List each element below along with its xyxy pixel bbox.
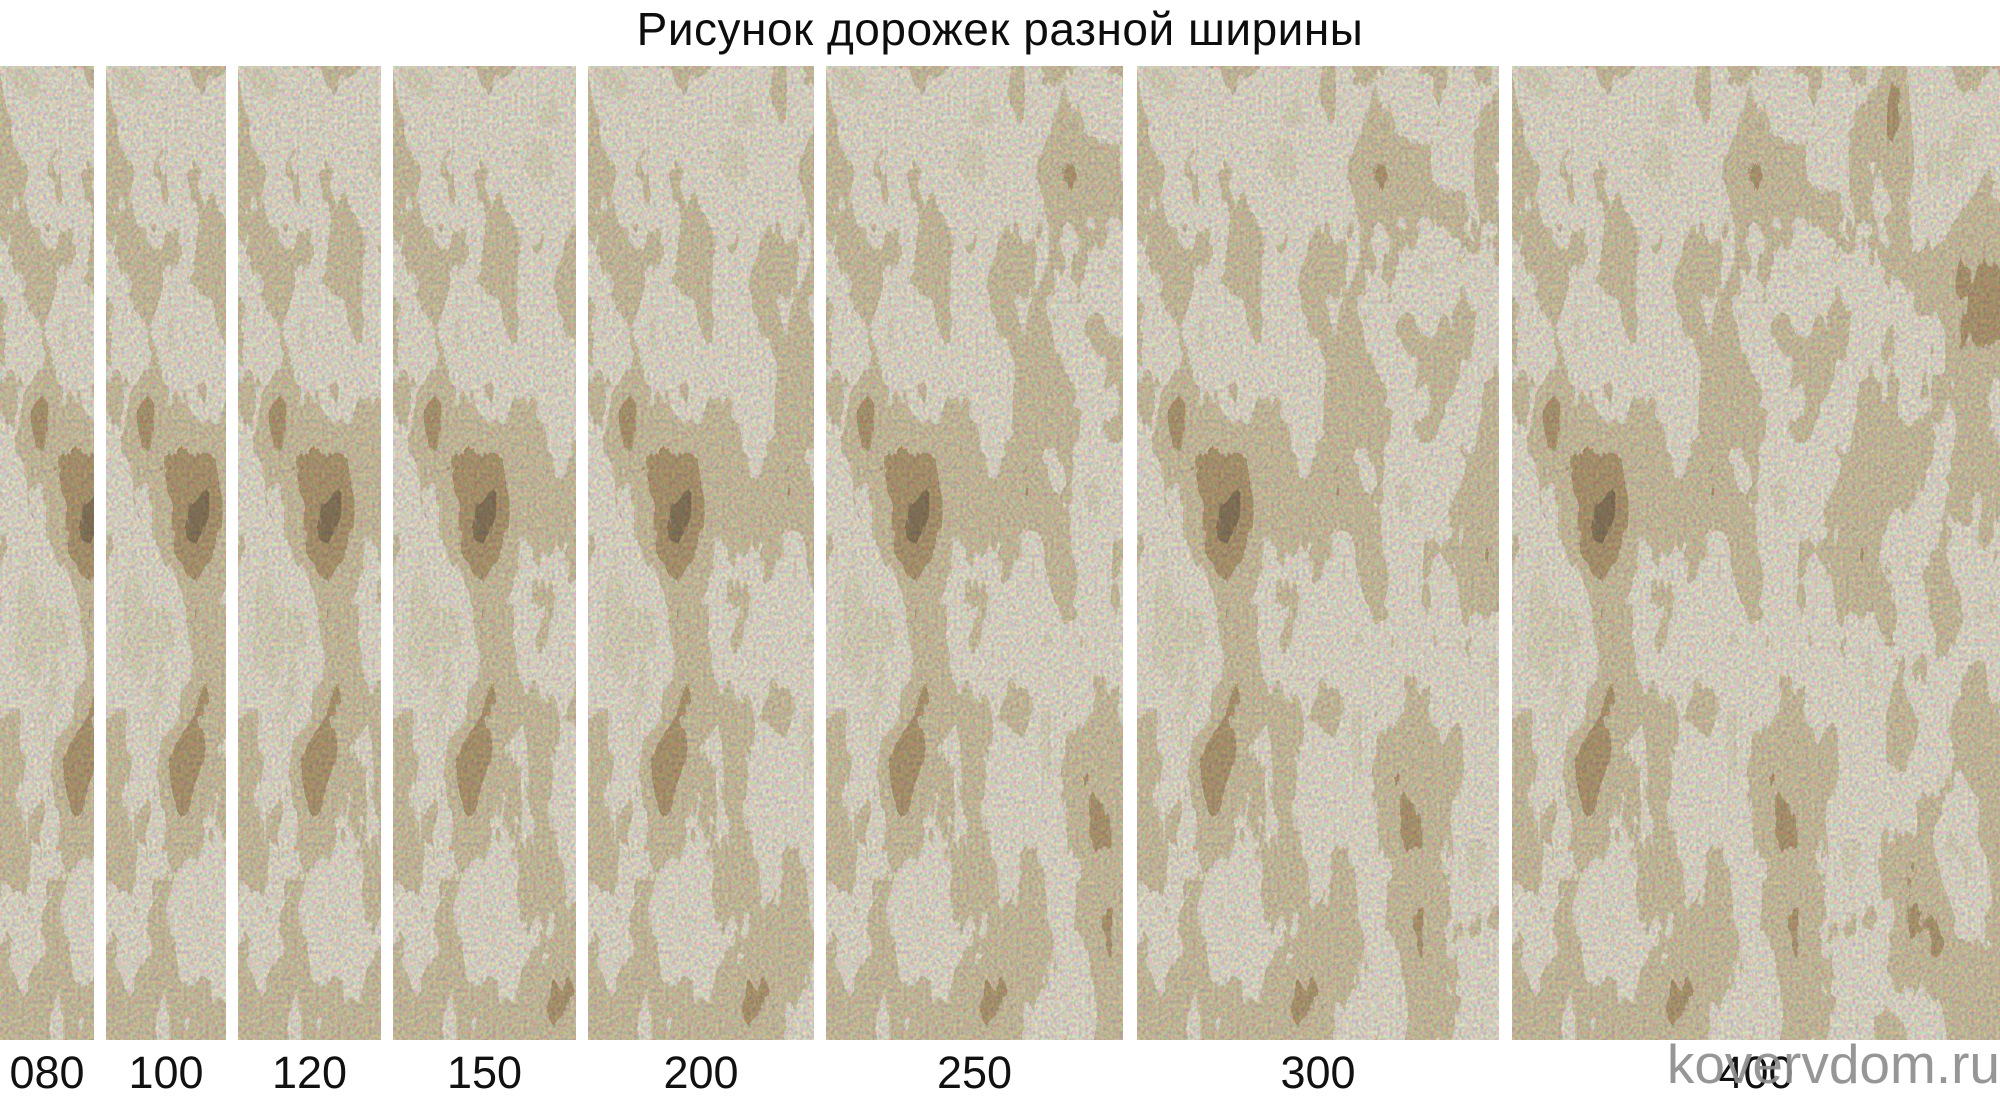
- strip-width-label-300: 300: [1280, 1047, 1356, 1098]
- carpet-texture: [393, 66, 576, 1040]
- carpet-texture: [238, 66, 381, 1040]
- carpet-texture: [106, 66, 226, 1040]
- runner-strip-200: [588, 66, 814, 1040]
- runner-strip-080: [0, 66, 94, 1040]
- carpet-texture: [1137, 66, 1499, 1040]
- runner-strip-300: [1137, 66, 1499, 1040]
- carpet-texture: [588, 66, 814, 1040]
- runner-strip-100: [106, 66, 226, 1040]
- carpet-texture: [1512, 66, 2000, 1040]
- strip-width-label-080: 080: [9, 1047, 85, 1098]
- strip-width-label-200: 200: [663, 1047, 739, 1098]
- runner-strip-400: [1512, 66, 2000, 1040]
- runner-strip-150: [393, 66, 576, 1040]
- strip-width-label-250: 250: [936, 1047, 1013, 1098]
- strip-width-label-400: 400: [1718, 1047, 1794, 1098]
- carpet-texture: [0, 66, 94, 1040]
- carpet-texture: [826, 66, 1123, 1040]
- strip-width-label-100: 100: [128, 1047, 204, 1098]
- runner-strip-250: [826, 66, 1123, 1040]
- strip-width-label-150: 150: [446, 1047, 523, 1098]
- runner-strip-120: [238, 66, 381, 1040]
- watermark: kovervdom.ru: [1666, 1033, 2000, 1095]
- strip-width-label-120: 120: [271, 1047, 348, 1098]
- page-title: Рисунок дорожек разной ширины: [636, 3, 1364, 55]
